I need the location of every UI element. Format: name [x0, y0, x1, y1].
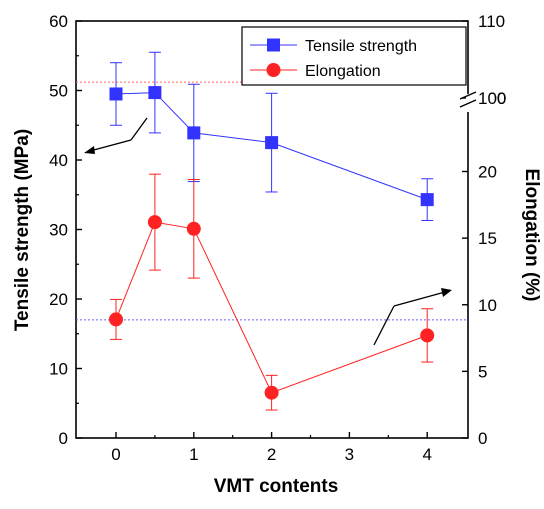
- axis-break-mark: [459, 99, 477, 108]
- data-point: [420, 193, 434, 207]
- left-axis-title: Tensile strength (MPa): [12, 129, 33, 331]
- x-tick-label: 2: [267, 445, 276, 464]
- left-tick-label: 0: [59, 429, 68, 448]
- x-tick-label: 4: [422, 445, 431, 464]
- left-tick-label: 40: [49, 151, 68, 170]
- right-tick-label: 110: [478, 12, 505, 31]
- arrow-line: [393, 291, 446, 307]
- x-tick-label: 1: [189, 445, 198, 464]
- arrow-line: [89, 139, 132, 152]
- data-point: [420, 328, 435, 343]
- right-tick-label: 10: [478, 296, 497, 315]
- axis-break-gap: [466, 94, 496, 112]
- x-axis-title: VMT contents: [214, 476, 339, 497]
- left-tick-label: 60: [49, 12, 68, 31]
- legend-box: [241, 26, 467, 86]
- legend-marker: [267, 38, 280, 52]
- left-tick-label: 50: [49, 82, 68, 101]
- series-layer: [109, 51, 435, 411]
- series-circle: [109, 173, 435, 411]
- arrow-head: [84, 146, 95, 154]
- data-point: [147, 215, 162, 230]
- arrow-line: [130, 117, 148, 141]
- legend-label: Tensile strength: [305, 38, 417, 55]
- data-point: [109, 87, 123, 101]
- x-tick-label: 3: [345, 445, 354, 464]
- arrow-head: [441, 288, 452, 297]
- series-square: [109, 51, 434, 221]
- bottom-axis: 0 1 2 3 4: [111, 432, 432, 464]
- right-tick-label: 20: [478, 163, 497, 182]
- right-axis-title: Elongation (%): [521, 169, 542, 302]
- axis-break-mark: [459, 91, 477, 100]
- right-tick-label: 5: [478, 362, 487, 381]
- right-axis: 05101520100110100: [459, 12, 506, 448]
- right-tick-label: 0: [478, 429, 487, 448]
- right-tick-label: 15: [478, 229, 497, 248]
- data-point: [187, 126, 201, 140]
- legend: Tensile strength Elongation: [241, 26, 467, 86]
- pointer-arrows: [84, 117, 452, 346]
- legend-label: Elongation: [305, 63, 381, 80]
- right-tick-label: 100: [478, 89, 506, 108]
- arrow-line: [373, 305, 395, 346]
- legend-marker: [266, 63, 281, 77]
- data-point: [109, 312, 123, 327]
- data-point: [148, 86, 162, 100]
- left-axis: 0 10 20 30 40 50 60: [49, 12, 82, 448]
- data-point: [186, 221, 201, 236]
- data-point: [265, 136, 279, 150]
- series-line: [115, 221, 428, 394]
- left-tick-label: 30: [49, 221, 68, 240]
- left-tick-label: 20: [49, 290, 68, 309]
- left-tick-label: 10: [49, 360, 68, 379]
- x-tick-label: 0: [111, 445, 120, 464]
- data-point: [264, 385, 279, 400]
